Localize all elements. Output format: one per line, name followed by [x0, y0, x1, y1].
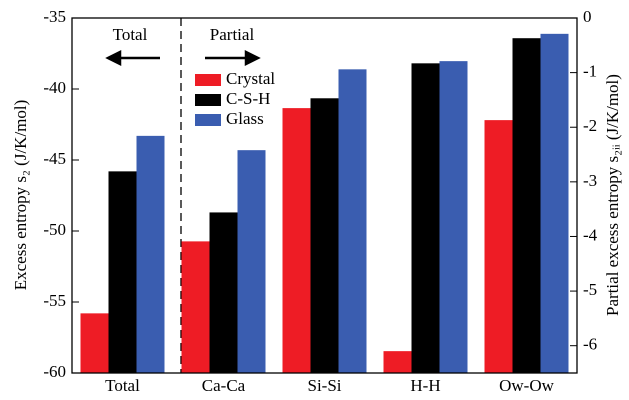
- bar: [484, 120, 513, 373]
- y2-tick-label: -6: [583, 335, 597, 354]
- bar: [181, 241, 210, 373]
- y-axis-label: Excess entropy s₂ (J/K/mol): [11, 100, 30, 291]
- legend-swatch: [195, 74, 221, 86]
- bar: [209, 212, 238, 373]
- y-tick-label: -50: [43, 220, 66, 239]
- legend-label: Crystal: [226, 69, 275, 88]
- y-tick-label: -40: [43, 78, 66, 97]
- bar: [540, 33, 569, 373]
- bar: [282, 108, 311, 373]
- y2-tick-label: -5: [583, 280, 597, 299]
- bar: [80, 313, 109, 373]
- bar: [383, 351, 412, 373]
- x-tick-label: Total: [105, 376, 140, 395]
- annotation: Total: [113, 25, 148, 44]
- y2-tick-label: 0: [583, 7, 592, 26]
- legend-swatch: [195, 94, 221, 106]
- y-tick-label: -45: [43, 149, 66, 168]
- arrow-head: [244, 49, 261, 67]
- y2-tick-label: -3: [583, 171, 597, 190]
- bar: [512, 38, 541, 373]
- arrows: [105, 49, 261, 67]
- annotation: Partial: [210, 25, 255, 44]
- bar: [237, 150, 266, 373]
- bar: [411, 63, 440, 373]
- x-tick-label: Ow-Ow: [499, 376, 554, 395]
- arrow-head: [105, 49, 122, 67]
- bar: [108, 171, 137, 373]
- y2-tick-label: -2: [583, 116, 597, 135]
- x-tick-label: Si-Si: [307, 376, 341, 395]
- y2-tick-label: -4: [583, 225, 598, 244]
- bar: [439, 61, 468, 374]
- y2-axis-label: Partial excess entropy s₂ᵢᵢ (J/K/mol): [603, 74, 622, 316]
- bar: [136, 135, 165, 373]
- y-tick-label: -60: [43, 362, 66, 381]
- bar: [310, 98, 339, 374]
- x-tick-label: Ca-Ca: [202, 376, 246, 395]
- legend-label: C-S-H: [226, 89, 270, 108]
- legend-swatch: [195, 114, 221, 126]
- y-tick-label: -35: [43, 7, 66, 26]
- bar: [338, 69, 367, 373]
- plot-frame: [71, 17, 578, 374]
- x-tick-label: H-H: [410, 376, 440, 395]
- y-tick-label: -55: [43, 291, 66, 310]
- y2-tick-label: -1: [583, 62, 597, 81]
- legend-label: Glass: [226, 109, 264, 128]
